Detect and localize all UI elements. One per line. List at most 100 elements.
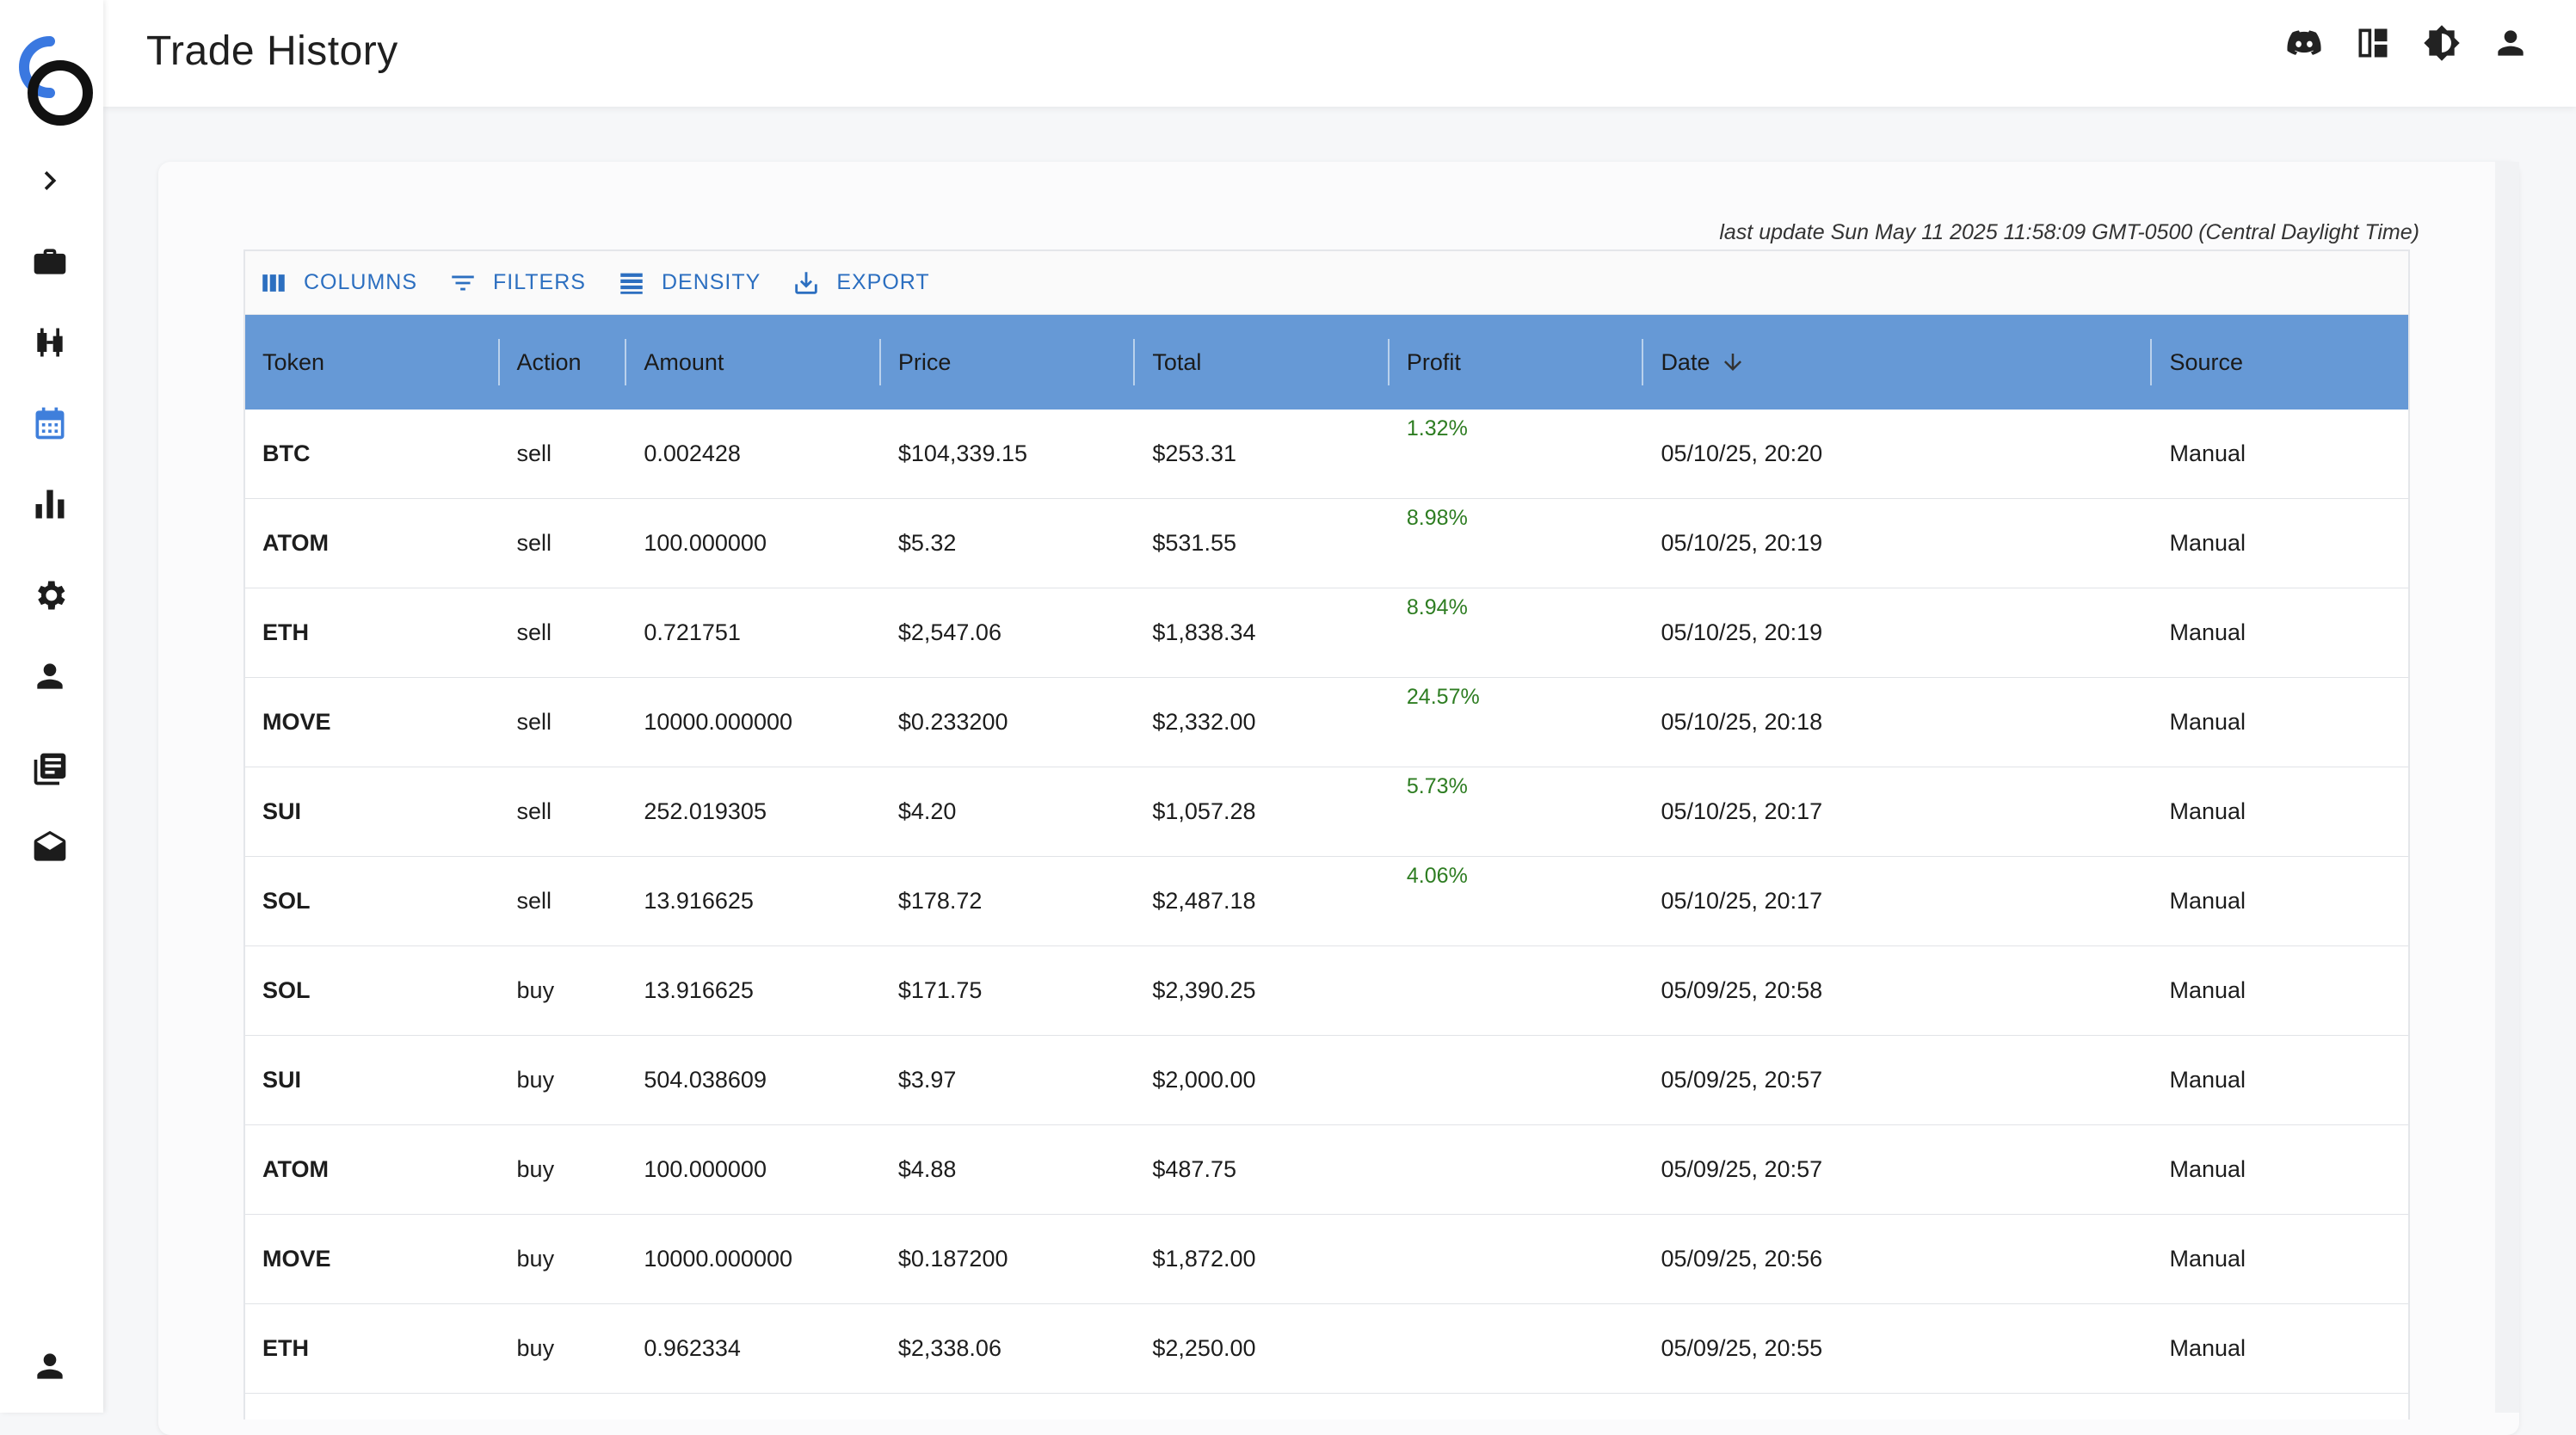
column-separator[interactable] (1387, 339, 1390, 385)
cell-date[interactable]: 05/10/25, 20:19 (1661, 619, 1823, 645)
table-row[interactable]: ATOM sell 100.000000 $5.32 $531.55 8.98% 05/10… (245, 499, 2408, 588)
column-separator[interactable] (497, 339, 500, 385)
cell-profit[interactable] (1390, 1036, 1644, 1124)
cell-date[interactable]: 05/10/25, 20:18 (1661, 709, 1823, 735)
app-logo[interactable] (5, 26, 96, 129)
cell-source[interactable]: Manual (2169, 709, 2246, 735)
cell-price[interactable]: $3.97 (897, 1067, 957, 1093)
cell-source[interactable]: Manual (2169, 888, 2246, 914)
cell-price[interactable]: $0.233200 (897, 709, 1008, 735)
column-header-total[interactable]: Total (1135, 315, 1390, 410)
mail-open-icon[interactable] (26, 824, 74, 872)
cell-action[interactable]: buy (516, 1335, 555, 1361)
cell-profit[interactable]: 8.98% (1390, 499, 1644, 588)
table-row[interactable]: ATOM buy 100.000000 $4.88 $487.75 05/09/25, 2… (245, 1125, 2408, 1215)
cell-date[interactable]: 05/09/25, 20:57 (1661, 1067, 1823, 1093)
column-header-date[interactable]: Date (1643, 315, 2153, 410)
cell-token[interactable]: MOVE (262, 1246, 331, 1272)
cell-profit[interactable]: 24.57% (1390, 678, 1644, 767)
cell-date[interactable]: 05/09/25, 20:57 (1661, 1156, 1823, 1182)
cell-amount[interactable]: 252.019305 (644, 798, 767, 824)
cell-amount[interactable]: 13.916625 (644, 888, 754, 914)
cell-action[interactable]: buy (516, 977, 555, 1003)
cell-profit[interactable] (1390, 946, 1644, 1035)
cell-action[interactable]: buy (516, 1156, 555, 1182)
cell-source[interactable]: Manual (2169, 1067, 2246, 1093)
cell-token[interactable]: SUI (262, 1067, 302, 1093)
cell-date[interactable]: 05/10/25, 20:19 (1661, 530, 1823, 556)
cell-action[interactable]: sell (516, 888, 552, 914)
cell-date[interactable]: 05/09/25, 20:55 (1661, 1335, 1823, 1361)
density-button[interactable]: DENSITY (617, 268, 761, 298)
column-separator[interactable] (2150, 339, 2153, 385)
cell-amount[interactable]: 100.000000 (644, 1156, 767, 1182)
scrollbar[interactable] (2495, 162, 2519, 1413)
table-row[interactable]: SOL sell 13.916625 $178.72 $2,487.18 4.06% 05/… (245, 857, 2408, 946)
cell-price[interactable]: $2,547.06 (897, 619, 1001, 645)
gear-icon[interactable] (26, 571, 74, 619)
bar-chart-icon[interactable] (26, 480, 74, 528)
briefcase-icon[interactable] (26, 237, 74, 286)
cell-total[interactable]: $2,390.25 (1152, 977, 1256, 1003)
cell-action[interactable]: sell (516, 619, 552, 645)
cell-amount[interactable]: 0.002428 (644, 440, 741, 466)
cell-price[interactable]: $0.187200 (897, 1246, 1008, 1272)
cell-profit[interactable]: 4.06% (1390, 857, 1644, 945)
cell-source[interactable]: Manual (2169, 530, 2246, 556)
cell-source[interactable]: Manual (2169, 1156, 2246, 1182)
cell-amount[interactable]: 10000.000000 (644, 1246, 792, 1272)
cell-date[interactable]: 05/09/25, 20:58 (1661, 977, 1823, 1003)
table-row[interactable]: SOL buy 13.916625 $171.75 $2,390.25 05/09/25,… (245, 946, 2408, 1036)
cell-action[interactable]: sell (516, 440, 552, 466)
news-icon[interactable] (26, 745, 74, 793)
cell-amount[interactable]: 504.038609 (644, 1067, 767, 1093)
cell-price[interactable]: $4.88 (897, 1156, 957, 1182)
cell-total[interactable]: $1,872.00 (1152, 1246, 1256, 1272)
cell-total[interactable]: $2,332.00 (1152, 709, 1256, 735)
cell-token[interactable]: BTC (262, 440, 311, 466)
column-header-action[interactable]: Action (500, 315, 627, 410)
cell-action[interactable]: buy (516, 1246, 555, 1272)
cell-price[interactable]: $171.75 (897, 977, 983, 1003)
cell-token[interactable]: SOL (262, 888, 311, 914)
table-row[interactable]: SUI sell 252.019305 $4.20 $1,057.28 5.73% 05/1… (245, 767, 2408, 857)
account-icon[interactable] (26, 1342, 74, 1390)
cell-token[interactable]: ETH (262, 619, 309, 645)
column-header-token[interactable]: Token (245, 315, 500, 410)
cell-profit[interactable] (1390, 1304, 1644, 1393)
cell-total[interactable]: $1,838.34 (1152, 619, 1256, 645)
cell-total[interactable]: $2,487.18 (1152, 888, 1256, 914)
cell-action[interactable]: sell (516, 798, 552, 824)
cell-source[interactable]: Manual (2169, 1335, 2246, 1361)
cell-profit[interactable] (1390, 1125, 1644, 1214)
cell-token[interactable]: ETH (262, 1335, 309, 1361)
cell-total[interactable]: $1,057.28 (1152, 798, 1256, 824)
cell-amount[interactable]: 0.721751 (644, 619, 741, 645)
cell-amount[interactable]: 13.916625 (644, 977, 754, 1003)
cell-action[interactable]: sell (516, 709, 552, 735)
cell-date[interactable]: 05/10/25, 20:17 (1661, 798, 1823, 824)
column-header-amount[interactable]: Amount (626, 315, 881, 410)
column-separator[interactable] (1133, 339, 1136, 385)
cell-total[interactable]: $2,000.00 (1152, 1067, 1256, 1093)
calendar-icon[interactable] (26, 399, 74, 447)
cell-profit[interactable]: 5.73% (1390, 767, 1644, 856)
cell-token[interactable]: ATOM (262, 1156, 329, 1182)
column-separator[interactable] (878, 339, 881, 385)
cell-action[interactable]: sell (516, 530, 552, 556)
column-header-source[interactable]: Source (2169, 348, 2244, 375)
table-row[interactable]: MOVE buy 10000.000000 $0.187200 $1,872.00 05/… (245, 1215, 2408, 1304)
table-row[interactable]: SUI buy 504.038609 $3.97 $2,000.00 05/09/25, … (245, 1036, 2408, 1125)
filters-button[interactable]: FILTERS (448, 268, 586, 298)
cell-price[interactable]: $104,339.15 (897, 440, 1027, 466)
account-icon[interactable] (2492, 24, 2533, 65)
sort-descending-icon[interactable] (1720, 349, 1746, 375)
cell-date[interactable]: 05/10/25, 20:17 (1661, 888, 1823, 914)
expand-chevron-icon[interactable] (26, 157, 74, 205)
table-row[interactable]: MOVE sell 10000.000000 $0.233200 $2,332.00 24… (245, 678, 2408, 767)
column-separator[interactable] (1642, 339, 1644, 385)
cell-total[interactable]: $531.55 (1152, 530, 1236, 556)
cell-date[interactable]: 05/10/25, 20:20 (1661, 440, 1823, 466)
discord-icon[interactable] (2285, 24, 2326, 65)
cell-source[interactable]: Manual (2169, 798, 2246, 824)
